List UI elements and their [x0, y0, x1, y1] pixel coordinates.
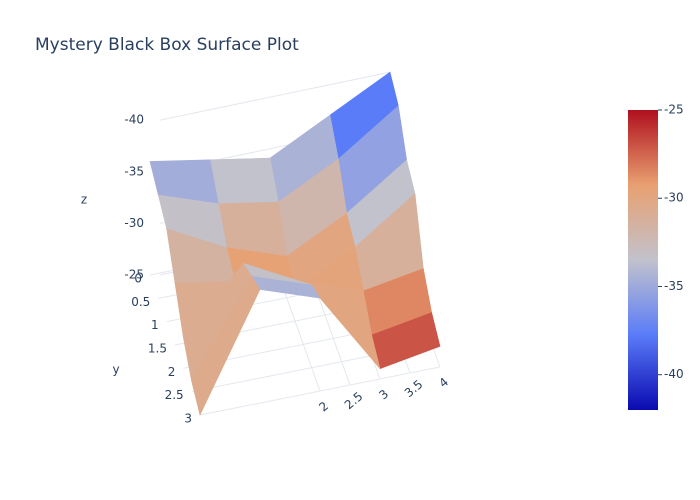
y-tick-label: 1.5 [148, 342, 167, 356]
y-tick-label: 2 [168, 365, 176, 379]
x-tick-label: 2.5 [342, 389, 366, 412]
x-tick-label: 3 [376, 387, 391, 403]
z-tick-label: -40 [124, 113, 144, 127]
y-tick-label: 0 [134, 272, 142, 286]
y-tick-label: 3 [184, 412, 192, 426]
surface-patch [209, 157, 279, 205]
colorbar-tick-label: -35 [664, 279, 684, 293]
z-axis-label: z [81, 193, 87, 207]
colorbar-tick-label: -25 [664, 103, 684, 117]
x-tick-label: 3.5 [402, 377, 426, 400]
y-axis-label: y [112, 363, 119, 377]
z-tick-label: -25 [124, 268, 144, 282]
y-tick-label: 2.5 [165, 388, 184, 402]
y-tick-label: 1 [151, 318, 159, 332]
x-tick-label: 4 [436, 375, 451, 391]
colorbar-tick-label: -40 [664, 367, 684, 381]
grid-line [159, 71, 391, 121]
z-tick-label: -30 [124, 216, 144, 230]
chart-title: Mystery Black Box Surface Plot [35, 35, 299, 55]
z-tick-label: -35 [124, 164, 144, 178]
colorbar [628, 110, 658, 410]
surface-patch [191, 275, 261, 416]
colorbar-tick-label: -30 [664, 191, 684, 205]
y-tick-label: 0.5 [131, 295, 150, 309]
x-tick-label: 2 [316, 399, 331, 415]
